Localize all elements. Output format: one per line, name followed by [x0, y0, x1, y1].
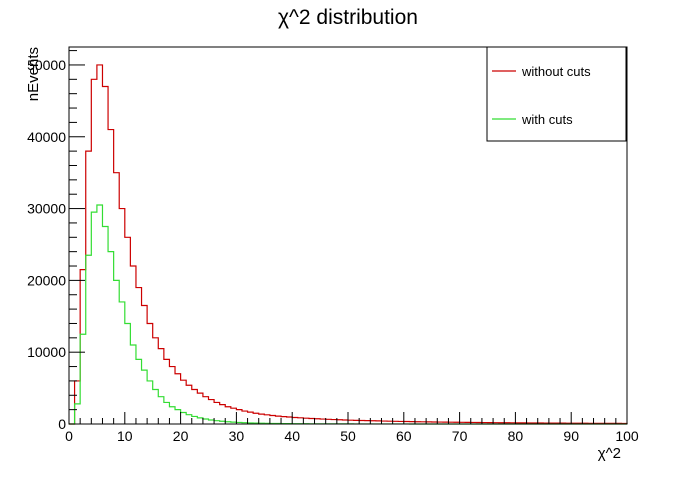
- legend-label-with-cuts: with cuts: [521, 112, 573, 127]
- legend: without cuts with cuts: [486, 46, 627, 142]
- y-tick-label: 10000: [27, 344, 66, 360]
- chart-title: χ^2 distribution: [278, 6, 418, 29]
- y-tick-label: 20000: [27, 272, 66, 288]
- x-tick-label: 40: [284, 428, 300, 444]
- x-tick-label: 10: [117, 428, 133, 444]
- y-tick-label: 0: [58, 416, 66, 432]
- y-axis-label: nEvents: [25, 47, 42, 101]
- x-tick-label: 80: [508, 428, 524, 444]
- x-tick-label: 70: [452, 428, 468, 444]
- legend-box: [486, 46, 627, 142]
- x-tick-label: 30: [229, 428, 245, 444]
- x-tick-label: 0: [65, 428, 73, 444]
- x-tick-label: 100: [615, 428, 639, 444]
- x-tick-label: 90: [563, 428, 579, 444]
- y-tick-label: 50000: [27, 57, 66, 73]
- y-tick-label: 40000: [27, 129, 66, 145]
- x-tick-label: 50: [340, 428, 356, 444]
- axis-layer: 0 10 20 30 40 50 60 70 80 90 100 0 10000 20000 30000 40…: [27, 50, 639, 444]
- x-tick-label: 20: [173, 428, 189, 444]
- x-axis-label: χ^2: [598, 445, 621, 462]
- legend-label-without-cuts: without cuts: [521, 64, 591, 79]
- x-tick-label: 60: [396, 428, 412, 444]
- y-tick-label: 30000: [27, 201, 66, 217]
